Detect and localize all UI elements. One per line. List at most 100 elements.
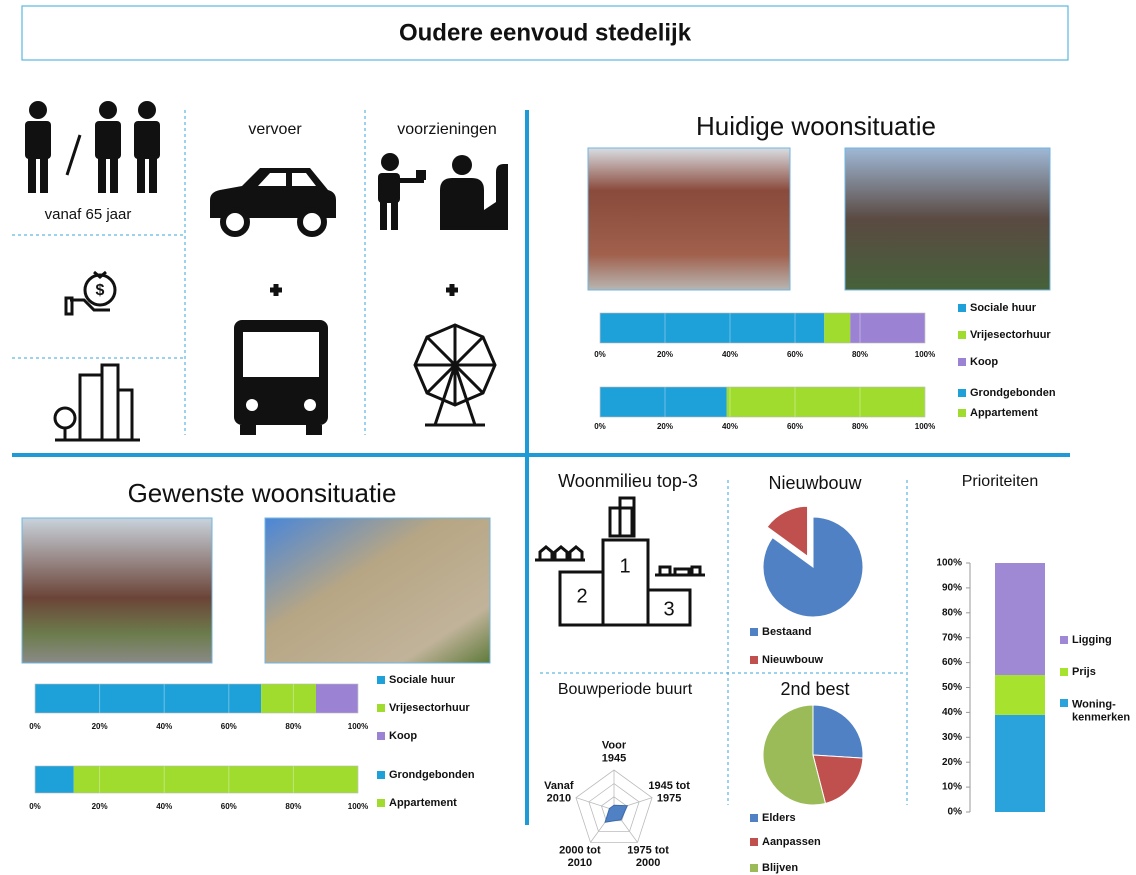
legend-label: Bestaand xyxy=(762,626,812,638)
y-tick-label: 100% xyxy=(936,558,962,569)
x-tick-label: 40% xyxy=(156,802,172,811)
y-tick-label: 30% xyxy=(942,732,962,743)
x-tick-label: 0% xyxy=(594,350,606,359)
podium-rank: 3 xyxy=(663,598,674,620)
legend-swatch xyxy=(958,409,966,417)
legend-label: Appartement xyxy=(389,797,457,809)
x-tick-label: 100% xyxy=(915,350,935,359)
column-segment xyxy=(995,675,1045,715)
pie-slice xyxy=(813,705,863,758)
bar-segment xyxy=(35,766,74,793)
plus-icon xyxy=(270,284,282,296)
legend-swatch xyxy=(750,864,758,872)
x-tick-label: 20% xyxy=(657,350,673,359)
legend-swatch xyxy=(377,732,385,740)
y-tick-label: 10% xyxy=(942,782,962,793)
legend-label: Koop xyxy=(389,730,417,742)
legend-swatch xyxy=(958,331,966,339)
legend-label: Ligging xyxy=(1072,634,1112,646)
x-tick-label: 0% xyxy=(29,722,41,731)
y-tick-label: 60% xyxy=(942,657,962,668)
legend-label: Vrijesectorhuur xyxy=(389,702,470,714)
legend-swatch xyxy=(750,656,758,664)
radar-label: Voor1945 xyxy=(602,740,627,765)
column-segment xyxy=(995,563,1045,675)
column-segment xyxy=(995,715,1045,812)
bar-segment xyxy=(261,684,316,713)
legend-swatch xyxy=(377,676,385,684)
legend-label: Aanpassen xyxy=(762,836,821,848)
x-tick-label: 0% xyxy=(594,422,606,431)
city-icon xyxy=(55,365,140,440)
x-tick-label: 100% xyxy=(348,802,368,811)
photo xyxy=(845,148,1050,290)
legend-label: Grondgebonden xyxy=(970,387,1056,399)
page-title: Oudere eenvoud stedelijk xyxy=(399,19,692,46)
legend-swatch xyxy=(1060,699,1068,707)
y-tick-label: 90% xyxy=(942,583,962,594)
x-tick-label: 40% xyxy=(156,722,172,731)
x-tick-label: 80% xyxy=(852,422,868,431)
section-title: Huidige woonsituatie xyxy=(696,111,936,141)
legend-swatch xyxy=(958,389,966,397)
x-tick-label: 100% xyxy=(915,422,935,431)
x-tick-label: 40% xyxy=(722,350,738,359)
transport-label: vervoer xyxy=(248,121,302,138)
radar-spoke xyxy=(576,798,614,810)
bar-segment xyxy=(600,387,727,417)
legend-swatch xyxy=(377,799,385,807)
bar-segment xyxy=(316,684,358,713)
bar-segment xyxy=(824,313,850,343)
people-icon xyxy=(25,101,160,193)
photo xyxy=(22,518,212,663)
x-tick-label: 60% xyxy=(787,422,803,431)
age-label: vanaf 65 jaar xyxy=(45,206,132,223)
chart-title: 2nd best xyxy=(780,679,849,699)
legend-label: Sociale huur xyxy=(970,302,1037,314)
x-tick-label: 20% xyxy=(92,722,108,731)
y-tick-label: 70% xyxy=(942,632,962,643)
legend-label: Koop xyxy=(970,356,998,368)
legend-label: Appartement xyxy=(970,407,1038,419)
photo xyxy=(588,148,790,290)
ferris-wheel-icon xyxy=(415,325,495,425)
legend-swatch xyxy=(958,304,966,312)
legend-label: Blijven xyxy=(762,862,798,874)
legend-swatch xyxy=(958,358,966,366)
y-tick-label: 40% xyxy=(942,707,962,718)
photo xyxy=(265,518,490,663)
bus-icon xyxy=(234,320,328,435)
x-tick-label: 60% xyxy=(221,722,237,731)
bar-segment xyxy=(600,313,824,343)
x-tick-label: 80% xyxy=(285,722,301,731)
y-tick-label: 50% xyxy=(942,682,962,693)
x-tick-label: 100% xyxy=(348,722,368,731)
plus-icon xyxy=(446,284,458,296)
podium-rank: 2 xyxy=(576,585,587,607)
x-tick-label: 80% xyxy=(852,350,868,359)
chart-title: Bouwperiode buurt xyxy=(558,681,693,698)
y-tick-label: 20% xyxy=(942,757,962,768)
legend-label: Sociale huur xyxy=(389,674,456,686)
section-title: Woonmilieu top-3 xyxy=(558,471,698,491)
legend-swatch xyxy=(750,838,758,846)
legend-label: Grondgebonden xyxy=(389,769,475,781)
legend-swatch xyxy=(377,771,385,779)
bar-segment xyxy=(727,387,925,417)
x-tick-label: 40% xyxy=(722,422,738,431)
y-tick-label: 0% xyxy=(948,807,963,818)
legend-label: Prijs xyxy=(1072,666,1096,678)
car-icon xyxy=(210,168,336,234)
section-title: Gewenste woonsituatie xyxy=(128,478,397,508)
radar-label: 1975 tot2000 xyxy=(627,845,669,870)
legend-label: Nieuwbouw xyxy=(762,654,824,666)
x-tick-label: 60% xyxy=(221,802,237,811)
legend-label: Vrijesectorhuur xyxy=(970,329,1051,341)
bar-segment xyxy=(850,313,925,343)
x-tick-label: 20% xyxy=(657,422,673,431)
infographic: Oudere eenvoud stedelijk vanaf 65 jaar $… xyxy=(0,0,1136,875)
money-icon: $ xyxy=(66,272,115,314)
legend-label: Woning-kenmerken xyxy=(1072,699,1130,724)
radar-label: Vanaf2010 xyxy=(544,780,574,805)
